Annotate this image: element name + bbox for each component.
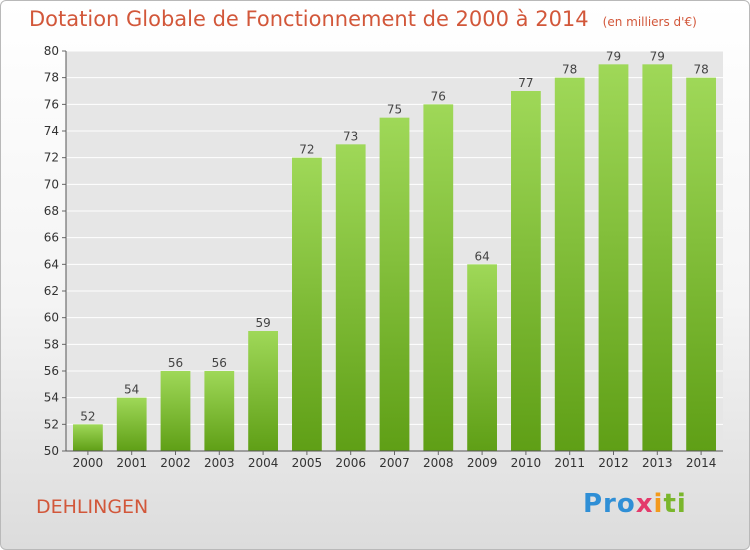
x-tick-label-2001: 2001 (116, 456, 147, 470)
y-tick-label: 66 (44, 231, 59, 245)
y-tick-label: 70 (44, 177, 59, 191)
x-tick-label-2007: 2007 (379, 456, 410, 470)
bar-2014 (686, 77, 716, 452)
data-label-2014: 78 (693, 63, 708, 77)
y-tick-label: 54 (44, 391, 59, 405)
x-tick-label-2004: 2004 (248, 456, 279, 470)
data-label-2009: 64 (474, 249, 489, 263)
bar-chart: 52 54 56 56 59 72 73 75 76 64 77 78 79 79 78 50 52 54 56 5… (44, 44, 723, 470)
y-tick-label: 74 (44, 124, 59, 138)
x-tick-label-2006: 2006 (335, 456, 366, 470)
logo-part-1: Pro (583, 489, 636, 519)
bar-2003 (204, 371, 235, 451)
bar-2009 (467, 264, 497, 451)
commune-name: DEHLINGEN (36, 496, 149, 518)
bar-2013 (642, 64, 673, 452)
data-label-2008: 76 (431, 89, 446, 103)
y-tick-label: 58 (44, 337, 59, 351)
x-tick-label-2013: 2013 (642, 456, 673, 470)
bar-2004 (248, 331, 278, 451)
x-tick-label-2003: 2003 (204, 456, 235, 470)
y-tick-label: 56 (44, 364, 59, 378)
data-label-2011: 78 (562, 63, 577, 77)
data-label-2006: 73 (343, 129, 358, 143)
data-label-2007: 75 (387, 103, 402, 117)
x-tick-label-2002: 2002 (160, 456, 191, 470)
y-tick-label: 50 (44, 444, 59, 458)
x-tick-label-2011: 2011 (554, 456, 585, 470)
x-tick-label-2005: 2005 (292, 456, 323, 470)
bar-2000 (73, 424, 103, 451)
logo-part-4: ti (663, 489, 687, 519)
x-tick-label-2014: 2014 (686, 456, 717, 470)
chart-title: Dotation Globale de Fonctionnement de 20… (29, 7, 697, 31)
data-label-2013: 79 (650, 49, 665, 63)
y-tick-label: 78 (44, 71, 59, 85)
bar-2006 (335, 144, 366, 452)
bar-2010 (511, 91, 541, 451)
x-tick-label-2012: 2012 (598, 456, 629, 470)
data-label-2002: 56 (168, 356, 183, 370)
x-tick-label-2009: 2009 (467, 456, 498, 470)
y-tick-label: 62 (44, 284, 59, 298)
bar-2005 (292, 157, 322, 451)
data-label-2012: 79 (606, 49, 621, 63)
y-tick-label: 76 (44, 97, 59, 111)
y-tick-label: 52 (44, 417, 59, 431)
bar-2011 (554, 77, 585, 452)
x-tick-label-2010: 2010 (511, 456, 542, 470)
x-tick-label-2000: 2000 (73, 456, 104, 470)
data-label-2005: 72 (299, 143, 314, 157)
logo-part-2: x (635, 489, 654, 519)
x-tick-label-2008: 2008 (423, 456, 454, 470)
data-label-2003: 56 (212, 356, 227, 370)
bar-2012 (598, 64, 629, 452)
data-label-2000: 52 (80, 409, 95, 423)
logo-part-3: i (653, 489, 664, 519)
data-label-2010: 77 (518, 76, 533, 90)
bar-2007 (379, 117, 410, 452)
y-tick-label: 64 (44, 257, 59, 271)
chart-title-text: Dotation Globale de Fonctionnement de 20… (29, 7, 589, 31)
data-label-2004: 59 (255, 316, 270, 330)
bar-2002 (160, 371, 191, 451)
y-tick-label: 72 (44, 151, 59, 165)
y-tick-label: 68 (44, 204, 59, 218)
chart-unit: (en milliers d'€) (602, 15, 697, 29)
bar-2008 (423, 104, 454, 451)
proxiti-logo: Proxiti (583, 489, 687, 519)
y-tick-label: 80 (44, 44, 59, 58)
data-label-2001: 54 (124, 383, 139, 397)
y-tick-label: 60 (44, 311, 59, 325)
bar-2001 (116, 397, 147, 451)
